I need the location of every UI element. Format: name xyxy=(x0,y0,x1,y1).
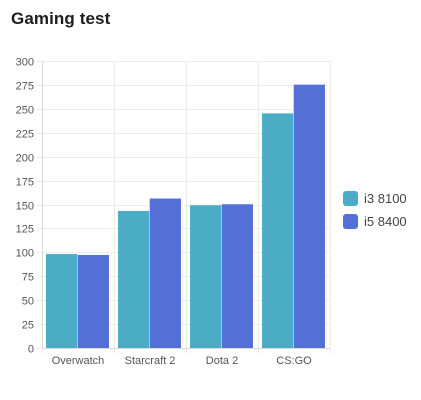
y-tick-label: 25 xyxy=(22,320,34,332)
chart-title: Gaming test xyxy=(11,9,111,28)
y-tick-label: 75 xyxy=(22,272,34,284)
y-axis-ticks: 0 25 50 75 100 125 150 175 200 225 250 275 300 xyxy=(16,57,34,356)
bar xyxy=(293,84,325,349)
x-tick-label: Overwatch xyxy=(52,355,105,367)
axes xyxy=(42,61,330,349)
y-tick-label: 125 xyxy=(16,224,34,236)
legend-label: i3 8100 xyxy=(364,191,407,206)
bar xyxy=(77,254,109,349)
x-tick-label: Dota 2 xyxy=(206,355,238,367)
y-tick-label: 300 xyxy=(16,57,34,69)
legend: i3 8100 i5 8400 xyxy=(343,191,407,229)
legend-label: i5 8400 xyxy=(364,214,407,229)
y-tick-label: 150 xyxy=(16,201,34,213)
bar xyxy=(46,253,78,349)
bars xyxy=(46,84,325,349)
bar xyxy=(118,210,150,349)
y-tick-label: 200 xyxy=(16,153,34,165)
bar xyxy=(190,205,222,349)
y-tick-label: 250 xyxy=(16,105,34,117)
y-tick-label: 175 xyxy=(16,177,34,189)
y-tick-label: 0 xyxy=(28,344,34,356)
x-tick-label: CS:GO xyxy=(276,355,312,367)
grid-lines xyxy=(37,61,331,353)
y-tick-label: 225 xyxy=(16,129,34,141)
bar xyxy=(262,113,294,349)
y-tick-label: 50 xyxy=(22,296,34,308)
x-axis-ticks: Overwatch Starcraft 2 Dota 2 CS:GO xyxy=(52,355,312,367)
legend-swatch xyxy=(343,214,358,229)
y-tick-label: 100 xyxy=(16,248,34,260)
bar xyxy=(221,204,253,349)
bar xyxy=(149,198,181,349)
legend-swatch xyxy=(343,191,358,206)
y-tick-label: 275 xyxy=(16,81,34,93)
x-tick-label: Starcraft 2 xyxy=(125,355,176,367)
